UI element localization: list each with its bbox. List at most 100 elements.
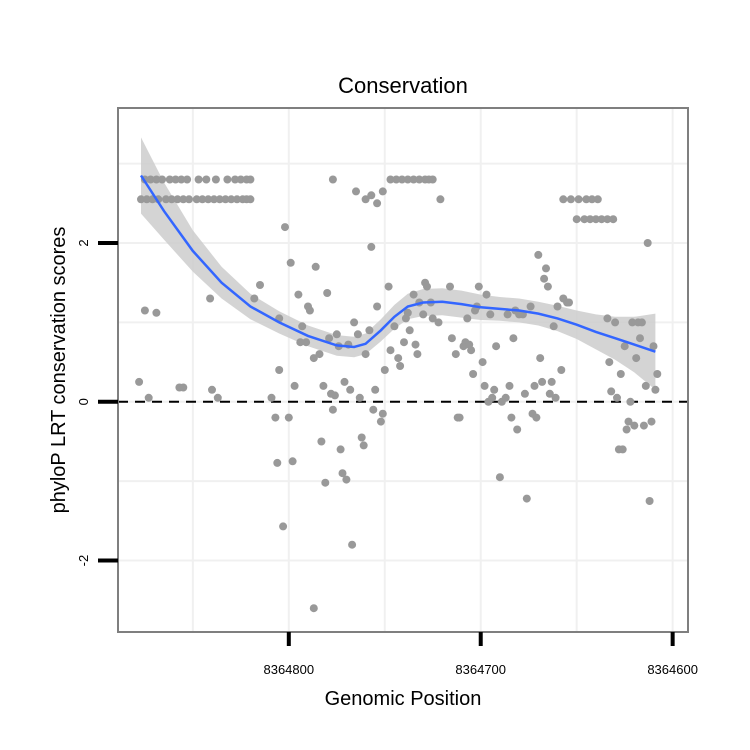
data-point — [317, 437, 326, 446]
data-point — [158, 175, 167, 184]
data-point — [641, 381, 650, 390]
data-point — [447, 334, 456, 343]
data-point — [286, 258, 295, 267]
smooth-line-layer — [139, 174, 656, 353]
data-point — [591, 215, 600, 224]
data-point — [428, 175, 437, 184]
data-point — [647, 417, 656, 426]
data-point — [522, 494, 531, 503]
data-point — [572, 215, 581, 224]
data-point — [288, 457, 297, 466]
data-point — [403, 308, 412, 317]
data-point — [223, 175, 232, 184]
data-point — [603, 215, 612, 224]
data-point — [400, 338, 408, 347]
data-point — [361, 195, 370, 204]
data-point — [637, 318, 646, 327]
data-point — [361, 350, 370, 359]
data-point — [482, 290, 491, 299]
data-point — [624, 417, 633, 426]
data-point — [267, 393, 276, 402]
data-point — [140, 306, 149, 315]
data-point — [428, 314, 437, 323]
data-point — [279, 522, 288, 531]
data-point — [210, 195, 218, 204]
data-point — [371, 385, 380, 394]
data-point — [192, 195, 201, 204]
data-point — [616, 370, 625, 378]
y-tick-label: -2 — [76, 555, 91, 567]
data-point — [520, 389, 529, 398]
data-point — [565, 298, 573, 307]
data-point — [208, 385, 216, 394]
data-point — [384, 282, 393, 291]
data-point — [330, 391, 339, 400]
chart-title: Conservation — [338, 73, 468, 98]
data-points — [135, 175, 662, 613]
panel-border — [117, 107, 689, 633]
data-point — [367, 242, 376, 251]
data-point — [296, 338, 305, 347]
data-point — [179, 383, 188, 392]
data-point — [538, 377, 547, 386]
data-point — [607, 387, 616, 396]
data-point — [436, 195, 445, 204]
data-point — [311, 262, 320, 271]
data-point — [628, 318, 637, 327]
data-point — [328, 405, 337, 414]
data-point — [645, 497, 654, 505]
data-point — [323, 289, 332, 297]
data-point — [281, 223, 289, 232]
data-point — [373, 199, 382, 208]
confidence-band — [141, 137, 656, 390]
data-point — [290, 381, 299, 390]
data-point — [177, 175, 186, 184]
data-point — [540, 274, 549, 283]
data-point — [167, 195, 176, 204]
data-point — [409, 290, 418, 299]
data-point — [630, 421, 639, 430]
data-point — [618, 445, 627, 454]
data-point — [542, 264, 550, 273]
data-point — [632, 354, 641, 363]
data-point — [639, 421, 648, 430]
data-point — [332, 330, 341, 339]
data-point — [611, 318, 620, 327]
data-point — [365, 326, 374, 335]
data-point — [206, 294, 215, 303]
data-point — [328, 175, 337, 184]
data-point — [173, 195, 182, 204]
data-point — [137, 195, 145, 204]
data-point — [398, 175, 406, 184]
y-tick-label: 0 — [76, 398, 91, 405]
data-point — [179, 195, 188, 204]
data-point — [469, 370, 478, 378]
data-point — [636, 334, 644, 343]
x-axis-label: Genomic Position — [325, 688, 482, 710]
data-point — [185, 195, 193, 204]
data-point — [409, 175, 418, 184]
data-point — [284, 413, 293, 422]
data-point — [405, 326, 414, 335]
data-point — [135, 377, 144, 386]
data-point — [194, 175, 203, 184]
data-point — [513, 425, 522, 434]
data-point — [236, 175, 245, 184]
data-point — [653, 370, 662, 378]
data-point — [325, 334, 334, 343]
data-point — [549, 322, 558, 331]
data-point — [651, 385, 660, 394]
confidence-band-layer — [141, 137, 656, 390]
data-point — [227, 195, 236, 204]
data-point — [386, 346, 395, 355]
data-point — [373, 302, 382, 311]
data-point — [162, 195, 170, 204]
data-point — [626, 397, 635, 406]
data-point — [142, 195, 151, 204]
data-point — [551, 393, 560, 402]
data-point — [620, 342, 629, 351]
data-point — [536, 354, 545, 363]
data-point — [605, 358, 614, 367]
data-point — [213, 393, 222, 402]
data-point — [309, 354, 318, 363]
